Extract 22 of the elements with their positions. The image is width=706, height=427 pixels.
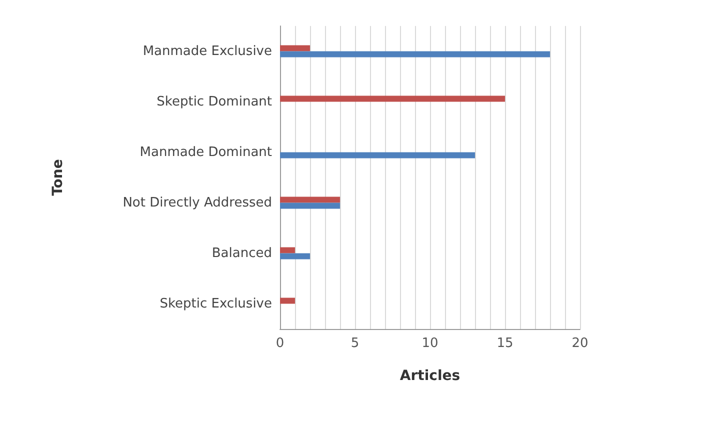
x-tick-label: 20 [572, 336, 588, 351]
bar [280, 51, 550, 58]
x-tick-label: 10 [422, 336, 438, 351]
bar [280, 253, 310, 260]
bar [280, 96, 505, 102]
x-tick-label: 5 [350, 336, 360, 351]
x-tick-label: 15 [496, 336, 514, 351]
bar [280, 298, 295, 304]
y-tick-label: Skeptic Dominant [156, 94, 272, 110]
x-axis-title: Articles [400, 368, 460, 384]
bar [280, 152, 475, 158]
y-tick-label: Balanced [212, 246, 272, 261]
y-tick-label: Manmade Exclusive [142, 44, 272, 59]
y-tick-label: Manmade Dominant [140, 144, 272, 160]
bar [280, 202, 340, 209]
bar [280, 45, 310, 52]
bar [280, 196, 340, 203]
y-tick-label: Not Directly Addressed [122, 195, 272, 210]
y-axis-title: Tone [50, 159, 66, 196]
bar [280, 247, 295, 254]
x-tick-label: 0 [276, 336, 284, 351]
y-tick-label: Skeptic Exclusive [160, 296, 272, 312]
